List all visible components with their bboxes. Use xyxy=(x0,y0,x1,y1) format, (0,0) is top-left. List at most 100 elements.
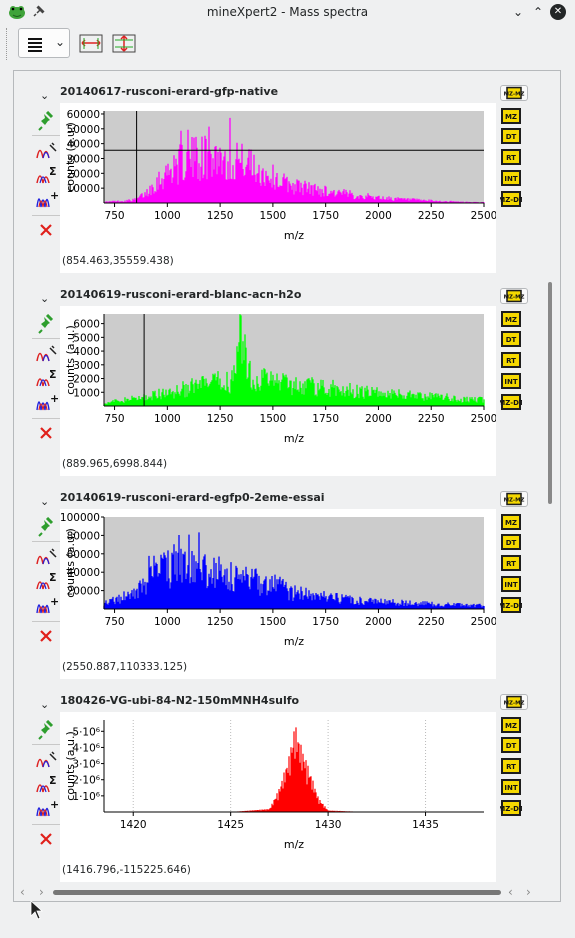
y-tick-label: 30000 xyxy=(67,153,100,165)
integration-icon[interactable] xyxy=(36,344,58,364)
rt-icon[interactable]: RT xyxy=(500,554,524,572)
spectrum-plot[interactable]: 750 1000 1250 1500 1750 2000 2250 2500 1000 2000 3… xyxy=(60,306,497,476)
collapse-chevron-icon[interactable]: ⌄ xyxy=(40,495,50,508)
y-tick-label: 60000 xyxy=(67,109,100,121)
y-axis-label: counts (a.u.) xyxy=(64,731,77,801)
pin-icon[interactable] xyxy=(36,313,58,334)
y-axis-label: counts (a.u.) xyxy=(64,528,77,598)
spectrum-plot[interactable]: 750 1000 1250 1500 1750 2000 2250 2500 10000 2000… xyxy=(60,103,497,273)
horizontal-scale-icon[interactable] xyxy=(79,33,103,55)
combine-spectra-icon[interactable]: + xyxy=(36,189,59,209)
plot-scroll-area[interactable]: ⌄ 20140617-rusconi-erard-gfp-native Σ + … xyxy=(13,70,561,902)
collapse-chevron-icon[interactable]: ⌄ xyxy=(40,292,50,305)
sample-name: 20140617-rusconi-erard-gfp-native xyxy=(60,85,279,98)
dt-icon[interactable]: DT xyxy=(500,736,524,754)
mz-mz-icon[interactable]: MZ-MZ xyxy=(500,491,528,507)
y-tick-label: 80000 xyxy=(67,530,100,542)
dt-icon[interactable]: DT xyxy=(500,127,524,145)
combine-spectra-icon[interactable]: + xyxy=(36,595,59,615)
x-tick-label: 2500 xyxy=(471,616,496,628)
y-tick-label: 4·10⁶ xyxy=(72,742,100,754)
int-icon[interactable]: INT xyxy=(500,575,524,593)
x-tick-label: 1750 xyxy=(312,616,339,628)
int-icon[interactable]: INT xyxy=(500,169,524,187)
delete-icon[interactable] xyxy=(36,627,58,647)
close-button[interactable]: ✕ xyxy=(550,4,566,20)
svg-text:+: + xyxy=(50,798,58,811)
dt-icon[interactable]: DT xyxy=(500,330,524,348)
mz-dt-icon[interactable]: MZ-DT xyxy=(498,799,524,817)
y-tick-label: 5·10⁶ xyxy=(72,726,100,738)
sum-spectra-icon[interactable]: Σ xyxy=(36,165,58,185)
vertical-scrollbar[interactable] xyxy=(548,282,552,504)
svg-text:Σ: Σ xyxy=(49,571,57,584)
mz-icon[interactable]: MZ xyxy=(500,513,524,531)
x-tick-label: 2250 xyxy=(418,413,445,425)
x-tick-label: 2000 xyxy=(365,413,392,425)
sum-spectra-icon[interactable]: Σ xyxy=(36,774,58,794)
mz-icon[interactable]: MZ xyxy=(500,310,524,328)
y-tick-label: 40000 xyxy=(67,567,100,579)
integration-icon[interactable] xyxy=(36,750,58,770)
mz-mz-icon[interactable]: MZ-MZ xyxy=(500,85,528,101)
delete-icon[interactable] xyxy=(36,830,58,850)
x-tick-label: 750 xyxy=(105,413,125,425)
svg-text:MZ: MZ xyxy=(505,113,517,121)
y-tick-label: 6000 xyxy=(73,319,100,331)
scroll-right-arrow: › xyxy=(39,885,44,899)
pin-icon[interactable] xyxy=(36,719,58,740)
y-tick-label: 3000 xyxy=(73,360,100,372)
mz-mz-icon[interactable]: MZ-MZ xyxy=(500,288,528,304)
mz-dt-icon[interactable]: MZ-DT xyxy=(498,596,524,614)
rt-icon[interactable]: RT xyxy=(500,148,524,166)
minimize-button[interactable]: ⌄ xyxy=(512,5,524,19)
mz-mz-icon[interactable]: MZ-MZ xyxy=(500,694,528,710)
sample-name: 20140619-rusconi-erard-egfp0-2eme-essai xyxy=(60,491,325,504)
dt-icon[interactable]: DT xyxy=(500,533,524,551)
maximize-button[interactable]: ⌃ xyxy=(532,5,544,19)
mz-icon[interactable]: MZ xyxy=(500,107,524,125)
mz-dt-icon[interactable]: MZ-DT xyxy=(498,190,524,208)
main-menu-button[interactable]: ⌄ xyxy=(18,28,70,58)
integration-icon[interactable] xyxy=(36,141,58,161)
svg-text:+: + xyxy=(50,595,58,608)
y-tick-label: 40000 xyxy=(67,139,100,151)
scroll-left-arrow-end: ‹ xyxy=(508,885,513,899)
y-tick-label: 50000 xyxy=(67,124,100,136)
toolbar-handle[interactable] xyxy=(6,28,9,60)
svg-text:RT: RT xyxy=(506,357,516,365)
spectrum-plot[interactable]: 1420 1425 1430 1435 1·10⁶ 2·10⁶ 3·10⁶ 4·10⁶ 5·10… xyxy=(60,712,496,882)
x-tick-label: 1250 xyxy=(207,210,234,222)
delete-icon[interactable] xyxy=(36,221,58,241)
pin-icon[interactable] xyxy=(36,516,58,537)
sum-spectra-icon[interactable]: Σ xyxy=(36,368,58,388)
spectrum-chart: 750 1000 1250 1500 1750 2000 2250 2500 20000 4000… xyxy=(60,512,497,648)
pin-window-icon[interactable] xyxy=(32,4,46,21)
pin-icon[interactable] xyxy=(36,110,58,131)
combine-spectra-icon[interactable]: + xyxy=(36,392,59,412)
frog-app-icon[interactable] xyxy=(8,3,26,24)
int-icon[interactable]: INT xyxy=(500,372,524,390)
svg-text:DT: DT xyxy=(506,133,517,141)
collapse-chevron-icon[interactable]: ⌄ xyxy=(40,698,50,711)
x-tick-label: 2250 xyxy=(418,210,445,222)
mz-icon[interactable]: MZ xyxy=(500,716,524,734)
svg-text:MZ-MZ: MZ-MZ xyxy=(504,294,525,300)
toolbar: ⌄ xyxy=(0,24,575,64)
int-icon[interactable]: INT xyxy=(500,778,524,796)
spectrum-plot[interactable]: 750 1000 1250 1500 1750 2000 2250 2500 20000 4000… xyxy=(60,509,497,679)
svg-text:Σ: Σ xyxy=(49,774,57,787)
x-tick-label: 750 xyxy=(105,210,125,222)
rt-icon[interactable]: RT xyxy=(500,351,524,369)
rt-icon[interactable]: RT xyxy=(500,757,524,775)
x-tick-label: 2250 xyxy=(418,616,445,628)
vertical-scale-icon[interactable] xyxy=(112,33,136,55)
sum-spectra-icon[interactable]: Σ xyxy=(36,571,58,591)
delete-icon[interactable] xyxy=(36,424,58,444)
collapse-chevron-icon[interactable]: ⌄ xyxy=(40,89,50,102)
cursor-coordinates: (854.463,35559.438) xyxy=(62,255,174,267)
integration-icon[interactable] xyxy=(36,547,58,567)
mz-dt-icon[interactable]: MZ-DT xyxy=(498,393,524,411)
combine-spectra-icon[interactable]: + xyxy=(36,798,59,818)
horizontal-scrollbar[interactable]: ‹ › ‹ › xyxy=(13,884,561,900)
